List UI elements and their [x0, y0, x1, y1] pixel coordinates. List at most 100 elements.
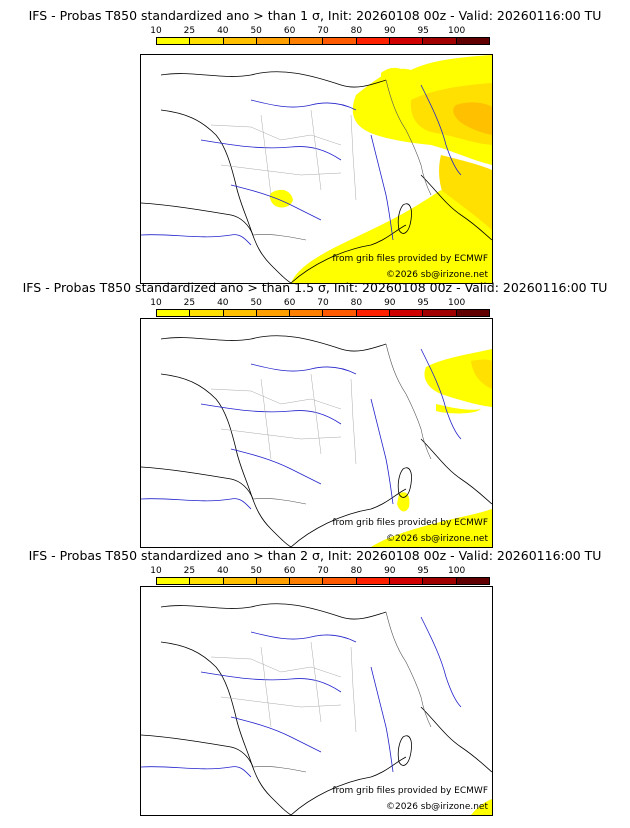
legend-color-bar — [156, 37, 490, 45]
legend-tick-label: 90 — [384, 566, 396, 576]
probability-area-northeast-mid — [410, 83, 492, 145]
probability-map: from grib files provided by ECMWF ©2026 … — [140, 318, 493, 548]
legend-color-swatch — [323, 578, 357, 584]
legend-color-swatch — [456, 578, 489, 584]
legend-color-swatch — [190, 310, 224, 316]
coastline-channel — [160, 335, 387, 352]
legend-color-swatch — [456, 38, 489, 44]
probability-area-southeast-corner — [471, 799, 492, 815]
coastline-atlantic — [160, 373, 292, 547]
legend-tick-label: 60 — [283, 26, 296, 36]
corsica-outline — [397, 467, 412, 498]
legend-tick-label: 25 — [183, 298, 196, 308]
legend-tick-label: 10 — [150, 298, 162, 308]
probability-legend: 10 25 40 50 60 70 80 90 95 100 — [150, 26, 490, 46]
legend-color-swatch — [356, 310, 391, 316]
legend-color-swatch — [423, 38, 457, 44]
legend-color-swatch — [223, 578, 257, 584]
legend-color-swatch — [390, 578, 424, 584]
italy-coast — [420, 706, 492, 773]
river-rhone — [370, 666, 394, 773]
legend-tick-label: 25 — [183, 566, 196, 576]
legend-color-swatch — [256, 578, 291, 584]
legend-color-swatch — [256, 38, 291, 44]
coastline-atlantic — [160, 109, 292, 283]
legend-tick-label: 100 — [448, 566, 466, 576]
legend-color-swatch — [157, 578, 191, 584]
legend-color-swatch — [356, 38, 391, 44]
legend-color-swatch — [223, 310, 257, 316]
probability-legend: 10 25 40 50 60 70 80 90 95 100 — [150, 566, 490, 586]
italy-coast — [420, 438, 492, 505]
source-credit: from grib files provided by ECMWF — [332, 786, 488, 796]
country-borders — [252, 611, 432, 773]
legend-color-swatch — [290, 578, 324, 584]
region-borders — [210, 641, 357, 733]
probability-legend: 10 25 40 50 60 70 80 90 95 100 — [150, 298, 490, 318]
map-panel-3: IFS - Probas T850 standardized ano > tha… — [0, 548, 630, 826]
probability-area-east — [436, 404, 481, 414]
legend-color-swatch — [290, 38, 324, 44]
coastline-mediterranean — [290, 756, 407, 815]
probability-area-northeast-mid — [471, 359, 492, 389]
region-borders — [210, 373, 357, 465]
legend-color-swatch — [323, 38, 357, 44]
legend-color-swatch — [323, 310, 357, 316]
probability-area-northeast-core — [453, 102, 492, 135]
map-panel-2: IFS - Probas T850 standardized ano > tha… — [0, 280, 630, 552]
legend-tick-label: 40 — [217, 26, 229, 36]
legend-color-swatch — [423, 310, 457, 316]
river-loire — [200, 403, 342, 425]
map-panel-1: IFS - Probas T850 standardized ano > tha… — [0, 8, 630, 284]
coastline-channel — [160, 71, 387, 88]
coastline-spain — [141, 202, 254, 236]
legend-color-swatch — [356, 578, 391, 584]
legend-color-swatch — [190, 38, 224, 44]
corsica-outline — [397, 203, 412, 234]
river-rhone — [370, 134, 394, 241]
coastline-mediterranean — [290, 488, 407, 547]
legend-tick-label: 95 — [417, 566, 429, 576]
legend-color-swatch — [423, 578, 457, 584]
panel-title: IFS - Probas T850 standardized ano > tha… — [28, 8, 602, 23]
river-garonne — [230, 716, 322, 753]
copyright-credit: ©2026 sb@irizone.net — [386, 270, 488, 280]
probability-area-north-patch — [381, 67, 409, 83]
map-graphic — [141, 55, 492, 283]
coastline-spain — [141, 466, 254, 500]
coastline-spain — [141, 734, 254, 768]
legend-tick-label: 90 — [384, 26, 396, 36]
river-seine — [250, 99, 357, 111]
river-seine — [250, 631, 357, 643]
river-rhine — [420, 84, 462, 176]
legend-color-swatch — [456, 310, 489, 316]
copyright-credit: ©2026 sb@irizone.net — [386, 802, 488, 812]
legend-tick-label: 50 — [250, 566, 262, 576]
corsica-outline — [397, 735, 412, 766]
region-borders — [210, 109, 357, 201]
map-graphic — [141, 335, 492, 547]
legend-tick-label: 70 — [317, 298, 329, 308]
river-spain — [141, 234, 252, 246]
probability-area-southeast — [397, 492, 410, 512]
river-rhine — [420, 616, 462, 708]
map-graphic — [141, 603, 492, 815]
river-loire — [200, 671, 342, 693]
river-loire — [200, 139, 342, 161]
coastline-atlantic — [160, 641, 292, 815]
legend-tick-label: 95 — [417, 298, 429, 308]
legend-color-swatch — [157, 310, 191, 316]
legend-tick-label: 40 — [217, 566, 229, 576]
river-rhine — [420, 348, 462, 440]
legend-tick-label: 10 — [150, 566, 162, 576]
river-garonne — [230, 184, 322, 221]
country-borders — [252, 343, 432, 505]
probability-map: from grib files provided by ECMWF ©2026 … — [140, 586, 493, 816]
legend-tick-label: 80 — [350, 566, 363, 576]
panel-title: IFS - Probas T850 standardized ano > tha… — [28, 548, 602, 563]
legend-tick-label: 70 — [317, 566, 329, 576]
country-borders — [252, 79, 432, 241]
river-spain — [141, 766, 252, 778]
river-rhone — [370, 398, 394, 505]
probability-area-southwest-patch — [269, 189, 293, 208]
